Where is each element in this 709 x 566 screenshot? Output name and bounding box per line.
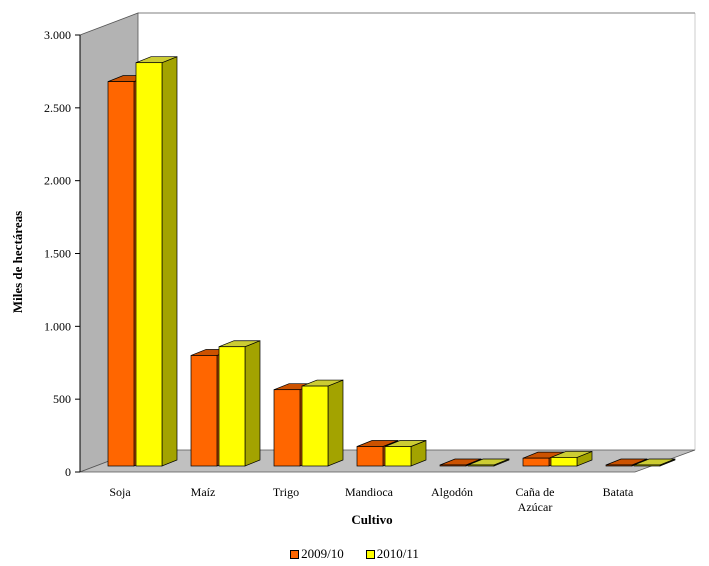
x-tick-label: Caña de Azúcar xyxy=(516,485,555,514)
bar xyxy=(633,458,676,467)
bar-front xyxy=(522,457,550,467)
bar-front xyxy=(356,446,384,467)
x-tick-label: Algodón xyxy=(431,485,473,499)
x-tick-label: Mandioca xyxy=(345,485,394,499)
bar-front xyxy=(605,464,633,467)
legend: 2009/10 2010/11 xyxy=(0,546,709,562)
bar xyxy=(135,56,178,467)
x-tick-label: Batata xyxy=(603,485,634,499)
bar-front xyxy=(550,457,578,467)
bars xyxy=(107,56,676,467)
y-tick-label: 2.500 xyxy=(44,101,71,115)
x-axis: Soja Maíz Trigo Mandioca Algodón Caña de Azúca… xyxy=(109,485,634,514)
x-tick-label: Maíz xyxy=(191,485,216,499)
y-tick-label: 500 xyxy=(53,392,71,406)
y-tick-label: 1.000 xyxy=(44,319,71,333)
bar-front xyxy=(439,464,467,467)
y-tick-label: 2.000 xyxy=(44,174,71,188)
bar xyxy=(550,450,593,467)
legend-label-2010-11: 2010/11 xyxy=(376,546,419,561)
y-tick-label: 0 xyxy=(65,465,71,479)
bar-front xyxy=(218,346,246,467)
bar-front xyxy=(190,355,218,467)
x-tick-label: Soja xyxy=(109,485,131,499)
legend-item-2009-10: 2009/10 xyxy=(290,546,344,562)
y-axis-title: Miles de hectáreas xyxy=(10,211,25,313)
bar-side xyxy=(327,379,344,467)
legend-swatch-2009-10 xyxy=(290,549,300,559)
y-tick-label: 1.500 xyxy=(44,247,71,261)
legend-label-2009-10: 2009/10 xyxy=(301,546,344,561)
bar xyxy=(467,458,510,467)
legend-item-2010-11: 2010/11 xyxy=(365,546,419,562)
bar-front xyxy=(301,385,329,467)
bar-front xyxy=(135,62,163,467)
bar-front xyxy=(633,464,661,467)
legend-swatch-2010-11 xyxy=(365,549,375,559)
bar-front xyxy=(467,464,495,467)
x-tick-label: Trigo xyxy=(273,485,299,499)
bar-front xyxy=(107,81,135,467)
bar-front xyxy=(384,446,412,467)
bar-front xyxy=(273,389,301,467)
y-tick-label: 3.000 xyxy=(44,28,71,42)
bar-side xyxy=(161,56,178,467)
bar-side xyxy=(244,340,261,467)
bar xyxy=(301,379,344,467)
bar xyxy=(384,439,427,467)
bar xyxy=(218,340,261,467)
y-axis: 0 500 1.000 1.500 2.000 2.500 3.000 xyxy=(44,28,81,479)
x-axis-title: Cultivo xyxy=(351,512,392,527)
